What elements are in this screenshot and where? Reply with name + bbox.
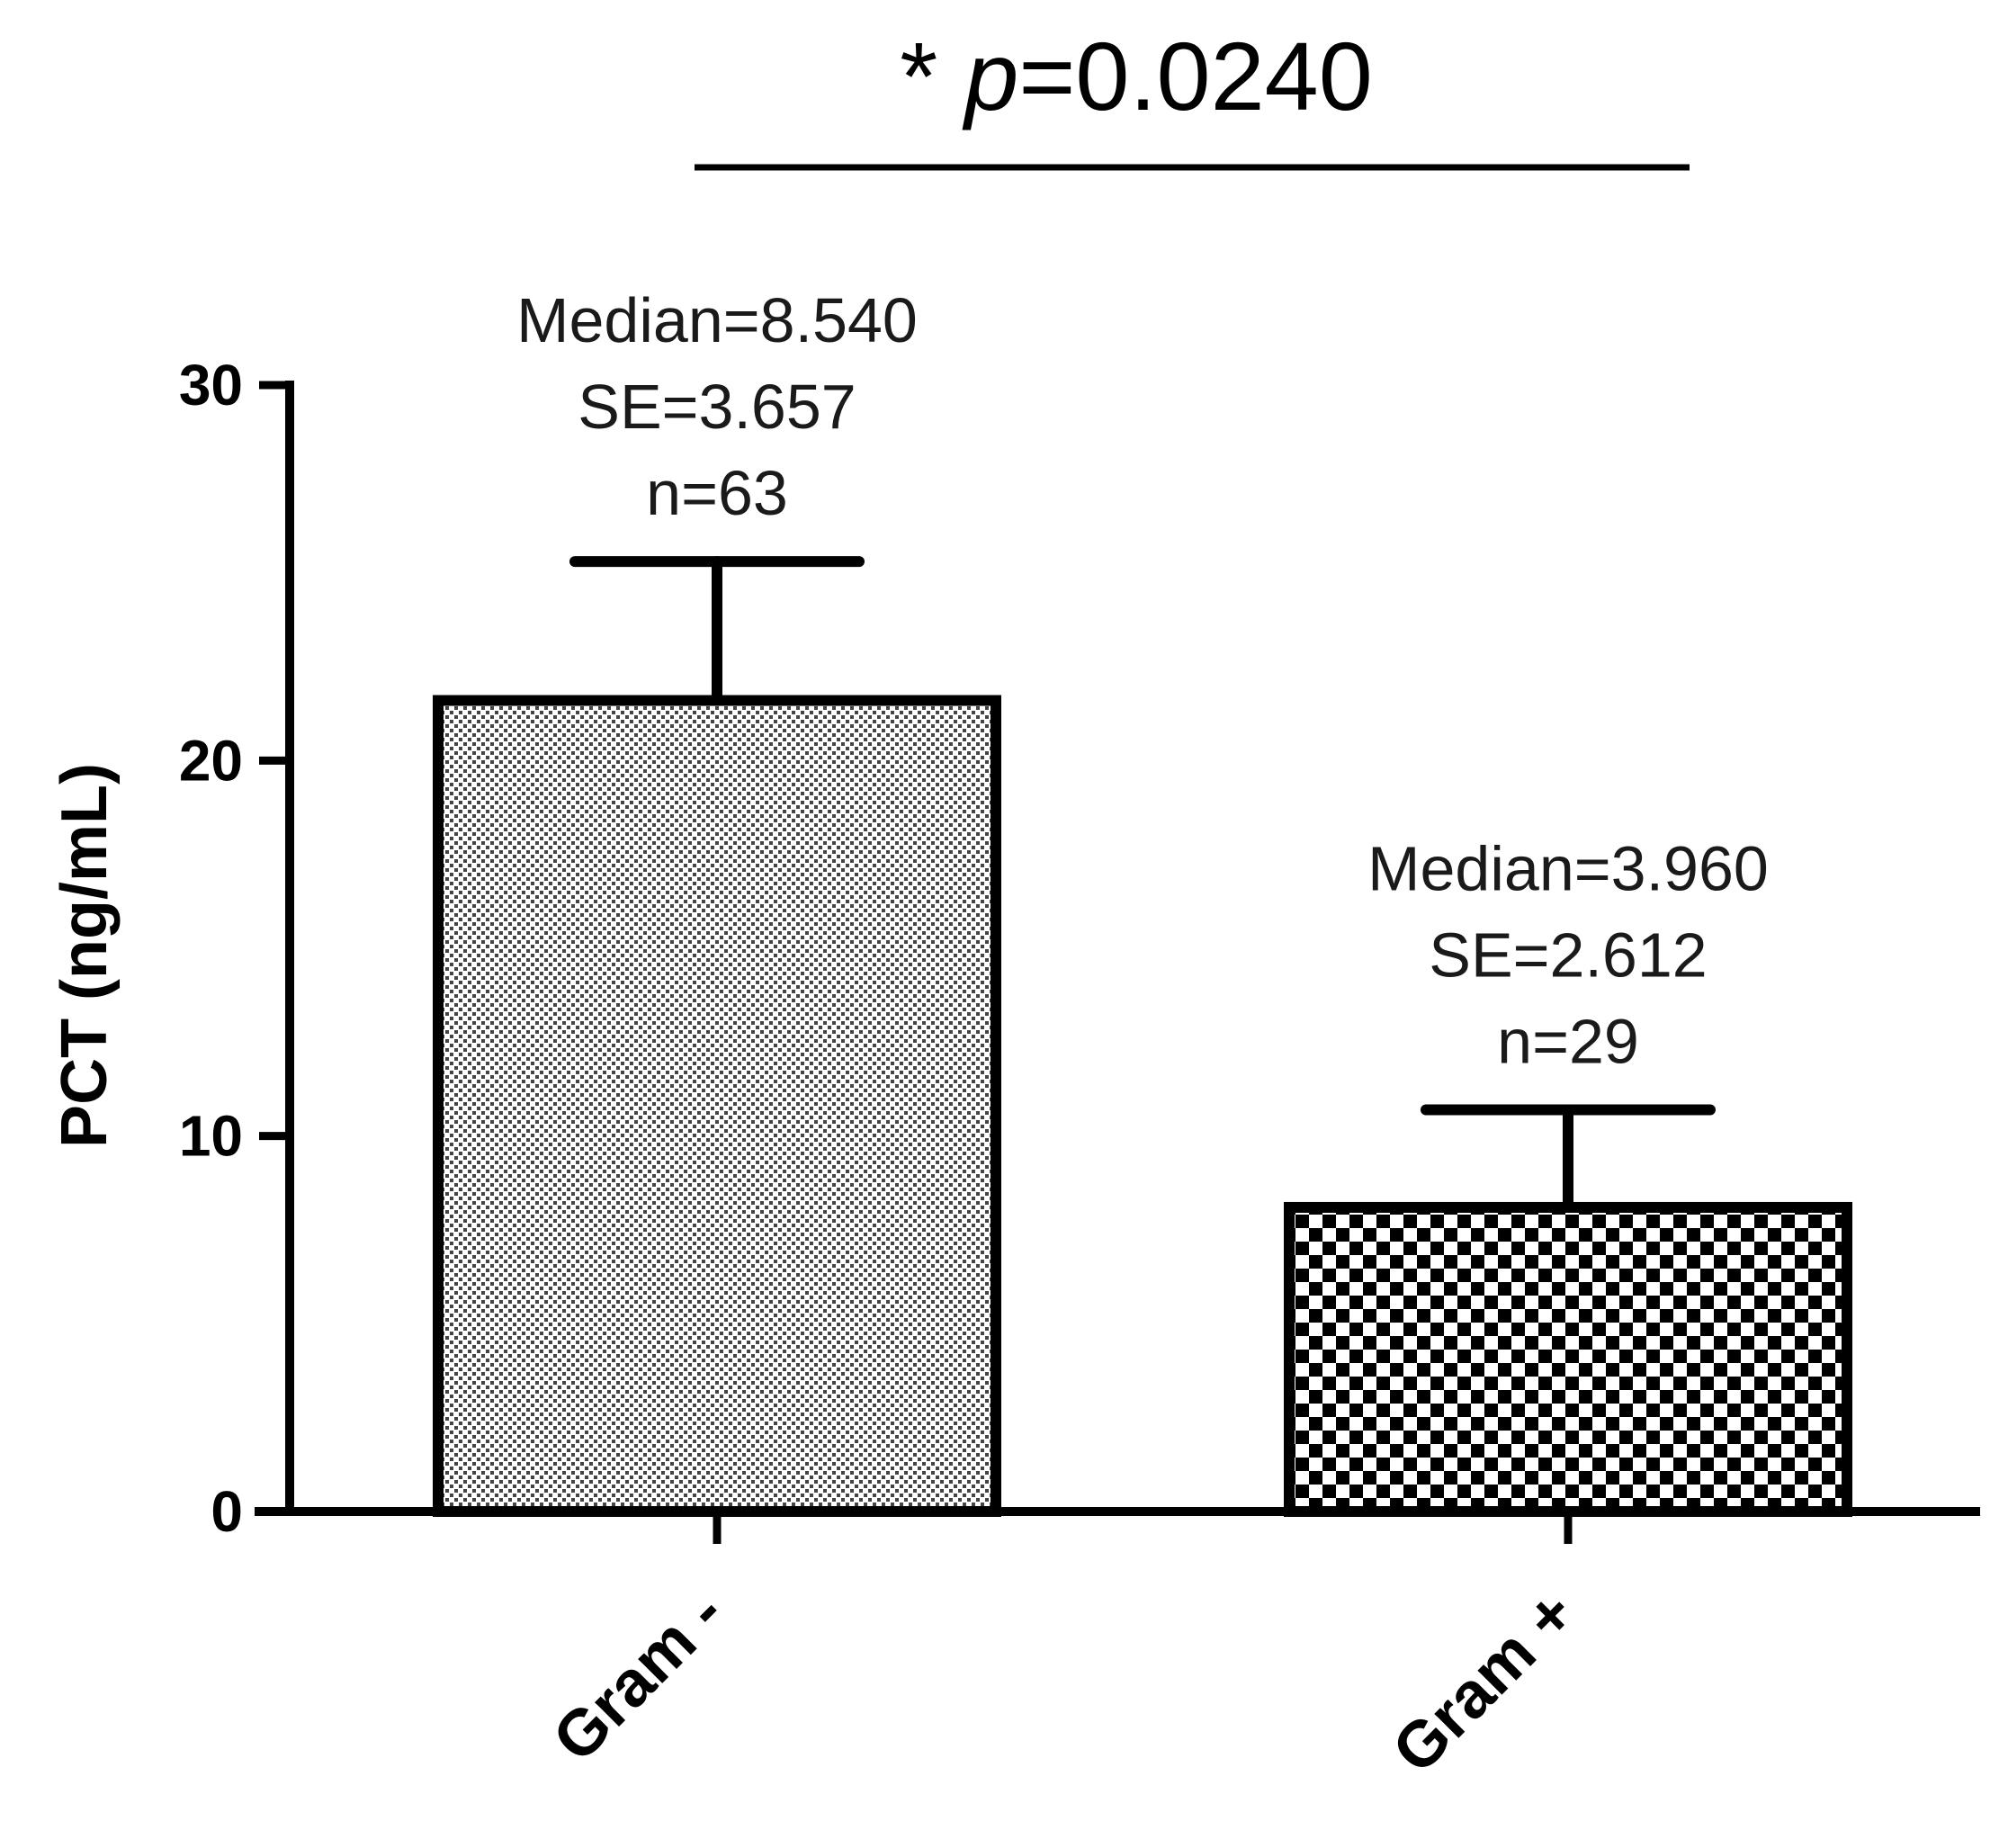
x-tick-label: Gram + <box>1379 1577 1589 1787</box>
bar-annotation-line: Median=8.540 <box>516 285 918 355</box>
significance-star: * <box>900 22 964 130</box>
y-tick-label: 20 <box>179 728 243 793</box>
bar-annotation-line: SE=3.657 <box>578 372 856 442</box>
bar-annotation-line: SE=2.612 <box>1429 920 1707 990</box>
bars <box>433 556 1852 1517</box>
significance-label: * p=0.0240 <box>900 22 1373 130</box>
y-tick-label: 10 <box>179 1104 243 1169</box>
y-tick-label: 30 <box>179 353 243 417</box>
bar-annotation-line: Median=3.960 <box>1367 833 1769 903</box>
p-value: =0.0240 <box>1018 22 1372 130</box>
y-tick-label: 0 <box>211 1479 243 1544</box>
axes <box>255 381 1980 1544</box>
x-tick-label: Gram - <box>540 1577 739 1776</box>
p-symbol: p <box>962 22 1018 130</box>
bar <box>433 695 1001 1517</box>
bar <box>1284 1201 1852 1517</box>
y-axis-label: PCT (ng/mL) <box>49 763 121 1148</box>
significance-annotation: * p=0.0240 <box>695 22 1690 171</box>
bar-annotation-line: n=63 <box>646 458 788 528</box>
bar-annotation-line: n=29 <box>1497 1006 1639 1076</box>
